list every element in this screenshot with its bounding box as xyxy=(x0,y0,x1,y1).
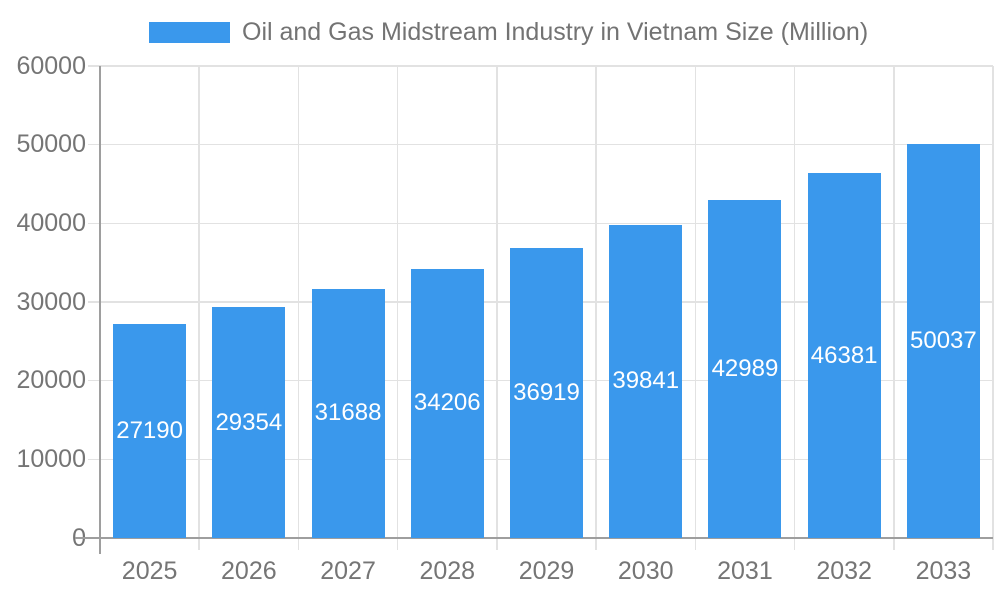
x-tick xyxy=(793,538,796,550)
bar-value-label: 36919 xyxy=(513,378,580,406)
baseline xyxy=(75,537,993,539)
gridline-v xyxy=(992,66,994,538)
y-tick xyxy=(88,65,100,67)
y-tick xyxy=(88,458,100,461)
x-axis-label: 2028 xyxy=(419,557,476,585)
bar[interactable]: 27190 xyxy=(113,324,187,538)
x-axis-label: 2029 xyxy=(518,557,575,585)
gridline-v xyxy=(496,66,498,538)
gridline-v xyxy=(198,66,200,538)
bar[interactable]: 34206 xyxy=(410,268,484,538)
legend-label: Oil and Gas Midstream Industry in Vietna… xyxy=(242,18,869,46)
bar-value-label: 31688 xyxy=(314,399,382,427)
x-tick xyxy=(893,538,895,550)
x-tick xyxy=(595,538,597,550)
bar[interactable]: 39841 xyxy=(609,224,683,538)
x-tick xyxy=(297,538,300,550)
bar-value-label: 29354 xyxy=(215,408,283,436)
x-axis-label: 2027 xyxy=(320,557,376,585)
y-tick xyxy=(88,143,100,146)
bar-value-label: 42989 xyxy=(711,354,779,382)
x-axis-label: 2033 xyxy=(915,557,972,585)
x-tick xyxy=(992,538,994,550)
x-axis-label: 2031 xyxy=(717,557,773,585)
gridline-h xyxy=(100,143,993,146)
x-tick xyxy=(694,538,697,550)
legend-swatch-icon xyxy=(149,21,230,43)
bar-value-label: 46381 xyxy=(810,341,878,369)
y-axis-label: 60000 xyxy=(16,51,86,80)
gridline-v xyxy=(595,66,597,538)
y-axis-line xyxy=(99,66,101,554)
bar[interactable]: 31688 xyxy=(311,288,385,538)
x-tick xyxy=(396,538,399,550)
gridline-h xyxy=(100,222,993,225)
x-tick xyxy=(198,538,200,550)
x-tick xyxy=(496,538,498,550)
bar[interactable]: 50037 xyxy=(906,144,980,538)
y-axis-label: 30000 xyxy=(16,287,86,316)
bar-value-label: 34206 xyxy=(413,389,481,417)
x-axis-label: 2025 xyxy=(121,557,178,585)
y-tick xyxy=(88,379,100,382)
gridline-v xyxy=(297,66,300,538)
legend: Oil and Gas Midstream Industry in Vietna… xyxy=(149,17,868,47)
bar[interactable]: 29354 xyxy=(212,307,286,538)
y-axis-label: 40000 xyxy=(16,208,86,237)
gridline-v xyxy=(694,66,697,538)
y-axis-label: 10000 xyxy=(16,444,86,473)
bar[interactable]: 42989 xyxy=(708,199,782,538)
bar-value-label: 27190 xyxy=(116,417,183,445)
y-tick xyxy=(88,301,100,303)
bar-value-label: 50037 xyxy=(910,327,977,355)
x-axis-label: 2026 xyxy=(221,557,277,585)
gridline-h xyxy=(100,65,993,67)
x-axis-label: 2032 xyxy=(816,557,872,585)
y-axis-label: 50000 xyxy=(16,130,86,159)
bar-value-label: 39841 xyxy=(612,367,680,395)
bar[interactable]: 46381 xyxy=(807,173,881,538)
gridline-v xyxy=(793,66,796,538)
bar[interactable]: 36919 xyxy=(510,247,583,538)
x-axis-label: 2030 xyxy=(617,557,674,585)
y-axis-label: 0 xyxy=(72,523,86,552)
gridline-v xyxy=(396,66,399,538)
gridline-v xyxy=(893,66,895,538)
y-tick xyxy=(88,222,100,225)
y-axis-label: 20000 xyxy=(16,366,86,395)
